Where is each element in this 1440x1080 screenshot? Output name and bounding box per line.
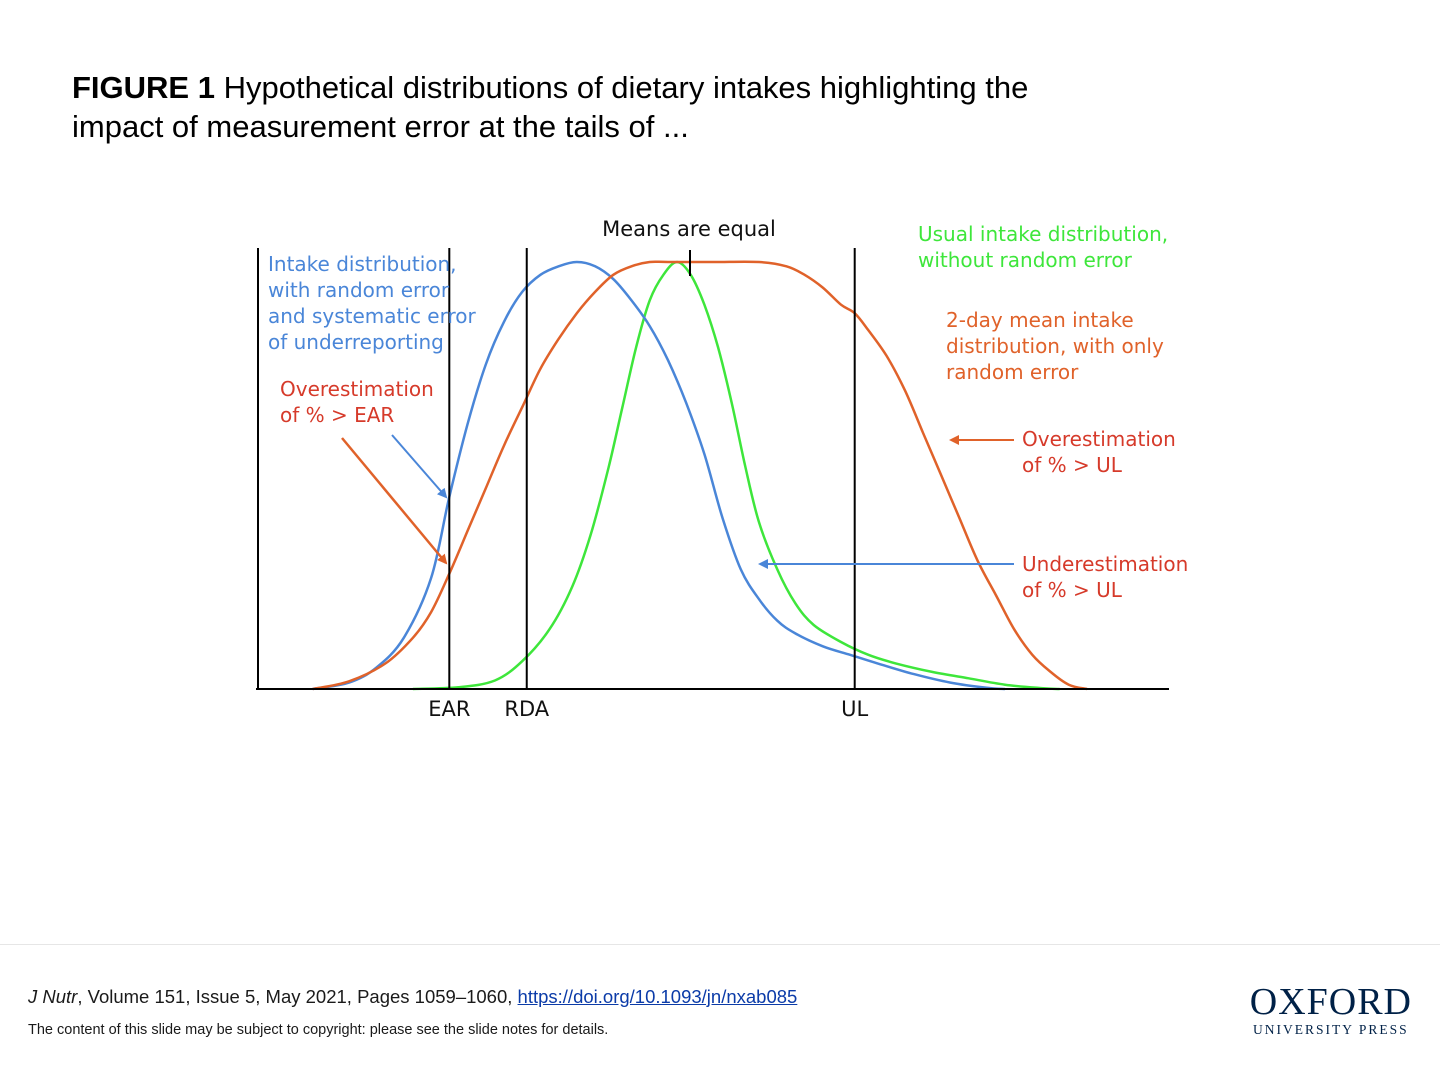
- copyright-notice: The content of this slide may be subject…: [28, 1022, 609, 1038]
- figure-title: FIGURE 1 Hypothetical distributions of d…: [72, 68, 1072, 146]
- blue-label-line: Intake distribution,: [268, 252, 457, 276]
- blue-label-line: and systematic error: [268, 304, 476, 328]
- underestimation-ul-line: of % > UL: [1022, 578, 1123, 602]
- overestimation-ul-line: Overestimation: [1022, 427, 1176, 451]
- orange-label-line: distribution, with only: [946, 334, 1164, 358]
- figure-label: FIGURE 1: [72, 70, 215, 105]
- blue-ear-arrow: [391, 434, 448, 499]
- green-series-label: Usual intake distribution, without rando…: [918, 222, 1174, 272]
- series-line-two-day-mean: [312, 260, 1088, 691]
- footer-divider: [0, 944, 1440, 945]
- overestimation-ul-label: Overestimation of % > UL: [1022, 427, 1182, 477]
- logo-main: OXFORD: [1249, 981, 1412, 1023]
- orange-label-line: random error: [946, 360, 1079, 384]
- orange-ear-arrow: [341, 437, 448, 565]
- overestimation-ul-line: of % > UL: [1022, 453, 1123, 477]
- orange-label-line: 2-day mean intake: [946, 308, 1134, 332]
- orange-series-label: 2-day mean intake distribution, with onl…: [946, 308, 1170, 384]
- x-tick-label-rda: RDA: [504, 697, 549, 721]
- underestimation-ul-label: Underestimation of % > UL: [1022, 552, 1195, 602]
- logo-sub: UNIVERSITY PRESS: [1253, 1022, 1409, 1037]
- means-equal-label: Means are equal: [602, 217, 776, 241]
- underestimation-ul-line: Underestimation: [1022, 552, 1188, 576]
- oxford-logo: OXFORD UNIVERSITY PRESS: [1249, 981, 1412, 1038]
- overestimation-ear-line: Overestimation: [280, 377, 434, 401]
- overestimation-ear-label: Overestimation of % > EAR: [280, 377, 440, 427]
- reference-lines: [448, 248, 856, 689]
- series-line-usual-intake: [412, 260, 1060, 691]
- journal-name: J Nutr: [28, 986, 78, 1007]
- blue-label-line: with random error: [268, 278, 450, 302]
- overestimation-ear-line: of % > EAR: [280, 403, 394, 427]
- blue-series-label: Intake distribution, with random error a…: [268, 252, 482, 354]
- distribution-chart: EAR RDA UL Means are equal Intake distribu…: [256, 217, 1195, 721]
- x-tick-label-ul: UL: [841, 697, 868, 721]
- doi-link[interactable]: https://doi.org/10.1093/jn/nxab085: [517, 986, 798, 1007]
- green-label-line: Usual intake distribution,: [918, 222, 1168, 246]
- citation: J Nutr, Volume 151, Issue 5, May 2021, P…: [28, 986, 797, 1008]
- citation-details: , Volume 151, Issue 5, May 2021, Pages 1…: [77, 986, 518, 1007]
- green-label-line: without random error: [918, 248, 1133, 272]
- x-tick-label-ear: EAR: [428, 697, 470, 721]
- blue-label-line: of underreporting: [268, 330, 444, 354]
- x-tick-labels: EAR RDA UL: [428, 697, 868, 721]
- figure-caption: Hypothetical distributions of dietary in…: [72, 70, 1029, 144]
